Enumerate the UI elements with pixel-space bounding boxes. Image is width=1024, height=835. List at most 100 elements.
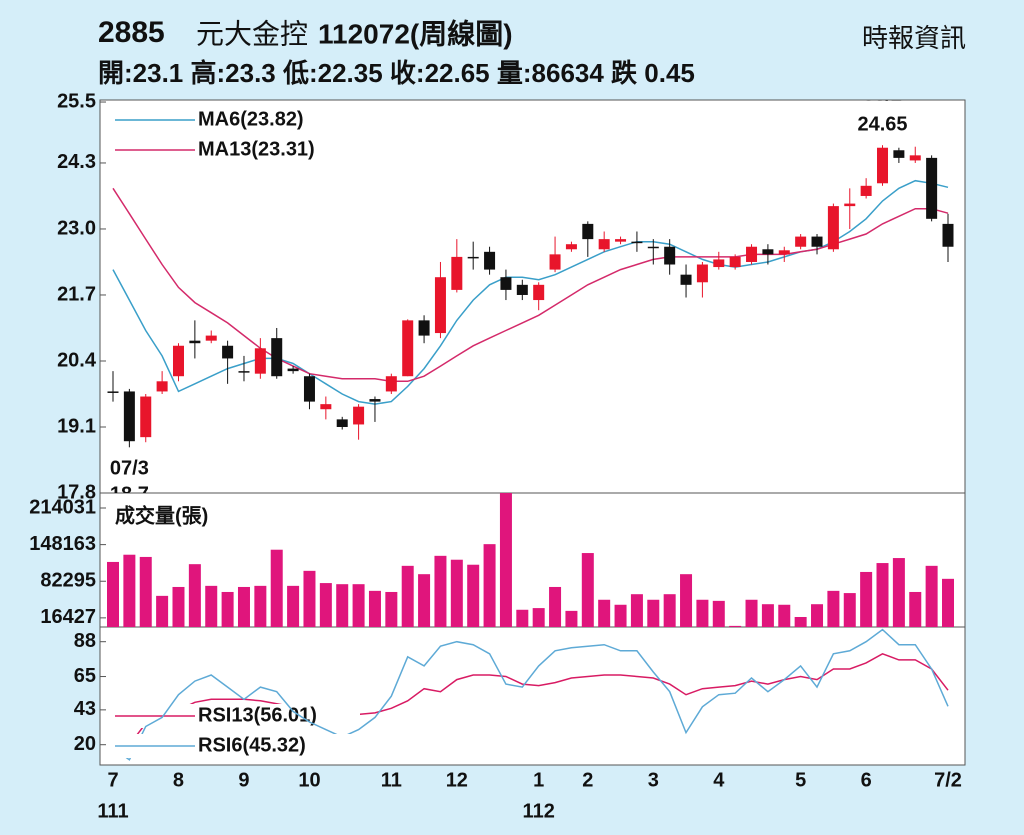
- x-tick-label: 5: [795, 769, 806, 791]
- candle-body: [598, 239, 610, 250]
- chart-period: 112072(周線圖): [318, 17, 513, 49]
- candle-body: [320, 404, 332, 410]
- volume-bar: [368, 590, 381, 627]
- y-tick-label: 214031: [29, 496, 96, 518]
- volume-bar: [942, 578, 954, 627]
- stock-code: 2885: [98, 16, 165, 49]
- volume-bar: [270, 549, 283, 627]
- x-tick-label: 3: [648, 769, 659, 791]
- price-plot: MA6(23.82) MA13(23.31) 06/2 24.65 07/3 18.7: [107, 83, 954, 506]
- candle-body: [746, 246, 758, 262]
- candle-body: [287, 368, 299, 372]
- volume-bar: [221, 591, 234, 627]
- candle-body: [631, 241, 643, 244]
- series-line: [112, 652, 949, 746]
- volume-bar: [156, 595, 169, 627]
- candle-body: [795, 236, 807, 247]
- legend-label: MA13(23.31): [198, 138, 315, 160]
- y-tick-label: 20: [74, 733, 96, 755]
- candle-body: [172, 345, 184, 377]
- annotation-value: 18.7: [110, 484, 149, 506]
- volume-bar: [778, 604, 791, 627]
- candle-body: [680, 274, 692, 285]
- candle-body: [893, 150, 905, 158]
- candle-body: [434, 277, 446, 334]
- stock-name: 元大金控: [196, 18, 308, 49]
- annotation-date: 06/2: [863, 83, 902, 105]
- volume-bar: [729, 625, 742, 627]
- x-tick-label: 2: [582, 769, 593, 791]
- y-tick-label: 24.3: [57, 151, 96, 173]
- y-tick-label: 65: [74, 665, 96, 687]
- volume-bar: [483, 544, 496, 627]
- volume-bar: [860, 571, 873, 627]
- candle-body: [926, 157, 938, 219]
- candle-body: [500, 277, 512, 290]
- volume-bar: [303, 570, 316, 627]
- volume-bar: [925, 565, 938, 627]
- volume-bar: [565, 610, 578, 627]
- volume-bar: [237, 586, 250, 627]
- volume-bar: [745, 599, 758, 627]
- x-tick-label: 112: [523, 800, 555, 822]
- volume-bar: [254, 585, 267, 627]
- candle-body: [484, 251, 496, 270]
- volume-bar: [647, 599, 660, 627]
- x-tick-label: 9: [238, 769, 249, 791]
- x-tick-label: 8: [173, 769, 184, 791]
- y-tick-label: 43: [74, 698, 96, 720]
- candle-body: [877, 147, 889, 184]
- y-tick-label: 21.7: [57, 283, 96, 305]
- volume-bar: [827, 590, 840, 627]
- candle-body: [140, 396, 152, 438]
- candle-body: [271, 338, 283, 377]
- volume-bar: [188, 564, 201, 627]
- candle-body: [942, 223, 954, 247]
- candle-body: [107, 391, 119, 393]
- volume-bar: [794, 616, 807, 627]
- volume-title: 成交量(張): [115, 503, 208, 527]
- candle-body: [713, 259, 725, 268]
- x-tick-label: 4: [713, 769, 725, 791]
- candle-body: [222, 345, 234, 359]
- series-line: [112, 628, 949, 761]
- quote-line: 開:23.1 高:23.3 低:22.35 收:22.65 量:86634 跌 …: [98, 58, 695, 88]
- x-tick-label: 1: [533, 769, 544, 791]
- candle-body: [467, 256, 479, 259]
- x-tick-label: 7/2: [934, 769, 962, 791]
- volume-bar: [499, 493, 512, 627]
- y-tick-label: 82295: [40, 570, 96, 592]
- candle-body: [254, 348, 266, 374]
- candle-body: [565, 244, 577, 250]
- y-tick-label: 20.4: [57, 349, 97, 371]
- volume-bar: [614, 604, 627, 627]
- volume-bar: [630, 594, 643, 627]
- candle-body: [549, 254, 561, 270]
- volume-bar: [892, 558, 905, 627]
- volume-bar: [532, 608, 545, 627]
- y-tick-label: 17.8: [57, 481, 96, 503]
- volume-bar: [319, 583, 332, 627]
- candle-body: [647, 246, 659, 249]
- volume-bar: [663, 594, 676, 627]
- volume-bar: [401, 565, 414, 627]
- price-panel: [99, 99, 966, 494]
- volume-bar: [761, 604, 774, 627]
- x-tick-label: 111: [97, 800, 128, 822]
- y-tick-label: 19.1: [57, 415, 96, 437]
- candle-body: [123, 391, 135, 442]
- volume-bar: [450, 559, 463, 627]
- candle-body: [451, 256, 463, 290]
- x-tick-label: 7: [107, 769, 118, 791]
- candle-body: [582, 223, 594, 240]
- volume-bar: [107, 561, 119, 627]
- volume-bar: [696, 599, 709, 627]
- volume-bar: [909, 591, 922, 627]
- volume-bar: [172, 586, 185, 627]
- volume-bar: [352, 584, 365, 627]
- volume-bar: [336, 584, 349, 627]
- candle-body: [615, 239, 627, 242]
- y-tick-label: 16427: [40, 606, 96, 628]
